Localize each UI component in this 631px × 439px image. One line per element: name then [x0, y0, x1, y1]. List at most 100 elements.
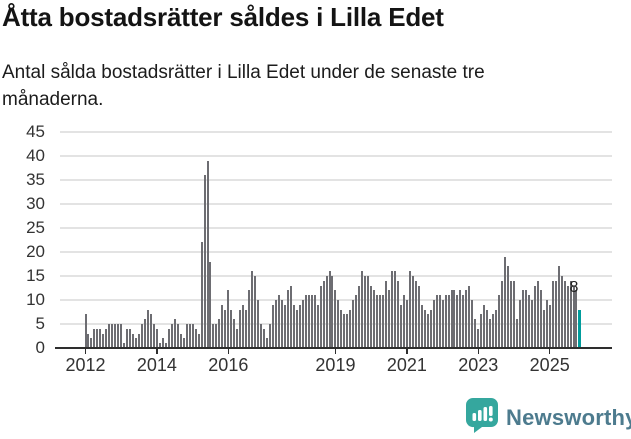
- newsworthy-logo: Newsworthy: [465, 398, 631, 438]
- bar: [200, 242, 203, 348]
- bar: [527, 295, 530, 348]
- bar: [322, 280, 325, 348]
- bar: [414, 280, 417, 348]
- bar: [248, 290, 251, 348]
- bar: [358, 285, 361, 348]
- bar: [548, 304, 551, 348]
- gridline: [60, 251, 612, 253]
- bar: [379, 295, 382, 348]
- bar: [129, 328, 132, 348]
- x-axis-tick-label: 2019: [315, 355, 356, 375]
- y-axis-tick-label: 5: [35, 314, 45, 333]
- bar: [212, 324, 215, 348]
- bar: [295, 309, 298, 348]
- bar: [426, 314, 429, 348]
- bar: [218, 319, 221, 348]
- y-axis-tick-label: 0: [35, 338, 45, 357]
- newsworthy-wordmark: Newsworthy: [506, 405, 631, 430]
- bar: [554, 280, 557, 348]
- bar: [135, 338, 138, 348]
- bar: [203, 175, 206, 348]
- bar: [215, 324, 218, 348]
- bar: [510, 280, 513, 348]
- bar: [268, 324, 271, 348]
- bar: [376, 295, 379, 348]
- chart-subtitle-line2: månaderna.: [2, 89, 104, 110]
- bar: [179, 333, 182, 348]
- bar: [114, 324, 117, 348]
- bar: [292, 304, 295, 348]
- gridline: [60, 131, 612, 133]
- bar: [569, 280, 572, 348]
- bar: [197, 333, 200, 348]
- bar: [331, 276, 334, 348]
- bar: [364, 276, 367, 348]
- x-axis-line: [55, 347, 612, 349]
- bar: [435, 295, 438, 348]
- x-axis-tick: [84, 348, 87, 354]
- bar: [411, 276, 414, 348]
- bar: [90, 338, 93, 348]
- x-axis-tick: [406, 348, 408, 354]
- bar: [429, 309, 432, 348]
- bar: [93, 328, 96, 348]
- bar: [515, 319, 518, 348]
- bar: [132, 333, 135, 348]
- bar: [233, 319, 236, 348]
- bar: [170, 324, 173, 348]
- chart-subtitle: Antal sålda bostadsrätter i Lilla Edet u…: [2, 59, 485, 113]
- bar: [349, 309, 352, 348]
- bar: [274, 300, 277, 348]
- bar: [551, 280, 554, 348]
- bar: [396, 280, 399, 348]
- bar: [489, 319, 492, 348]
- bar: [286, 290, 289, 348]
- bar: [542, 309, 545, 348]
- bar: [325, 276, 328, 348]
- x-axis-tick: [477, 348, 480, 354]
- bar: [230, 309, 233, 348]
- y-axis-tick-label: 20: [26, 242, 45, 261]
- bar: [152, 324, 155, 348]
- bar: [164, 343, 167, 348]
- bar: [557, 266, 560, 348]
- bar: [221, 304, 224, 348]
- bar: [495, 309, 498, 348]
- bar: [301, 300, 304, 348]
- bar: [108, 324, 111, 348]
- y-axis-tick-label: 35: [26, 170, 45, 189]
- bar: [370, 285, 373, 348]
- bar: [120, 324, 123, 348]
- bar: [224, 309, 227, 348]
- x-axis-tick: [334, 348, 337, 354]
- bar: [236, 328, 239, 348]
- bar: [438, 295, 441, 348]
- bar: [188, 324, 191, 348]
- bar: [462, 295, 465, 348]
- bar: [575, 290, 578, 348]
- bar: [388, 290, 391, 348]
- bar: [343, 314, 346, 348]
- bar: [289, 285, 292, 348]
- bar: [87, 333, 90, 348]
- bar: [277, 295, 280, 348]
- bar: [382, 295, 385, 348]
- x-axis-tick: [156, 348, 158, 354]
- bar: [96, 328, 99, 348]
- bar: [245, 309, 248, 348]
- bar: [117, 324, 120, 348]
- newsworthy-bar-chart-bubble-icon: [465, 398, 498, 438]
- y-axis-tick-label: 40: [26, 146, 45, 165]
- bar: [513, 280, 515, 348]
- bar: [185, 324, 188, 348]
- bar: [408, 271, 411, 348]
- bar: [572, 285, 575, 348]
- bar: [191, 324, 194, 348]
- y-axis-tick-label: 30: [26, 194, 45, 213]
- bar: [328, 271, 331, 348]
- bar: [456, 295, 459, 348]
- gridline: [60, 203, 612, 205]
- bar: [474, 319, 477, 348]
- bar: [477, 328, 480, 348]
